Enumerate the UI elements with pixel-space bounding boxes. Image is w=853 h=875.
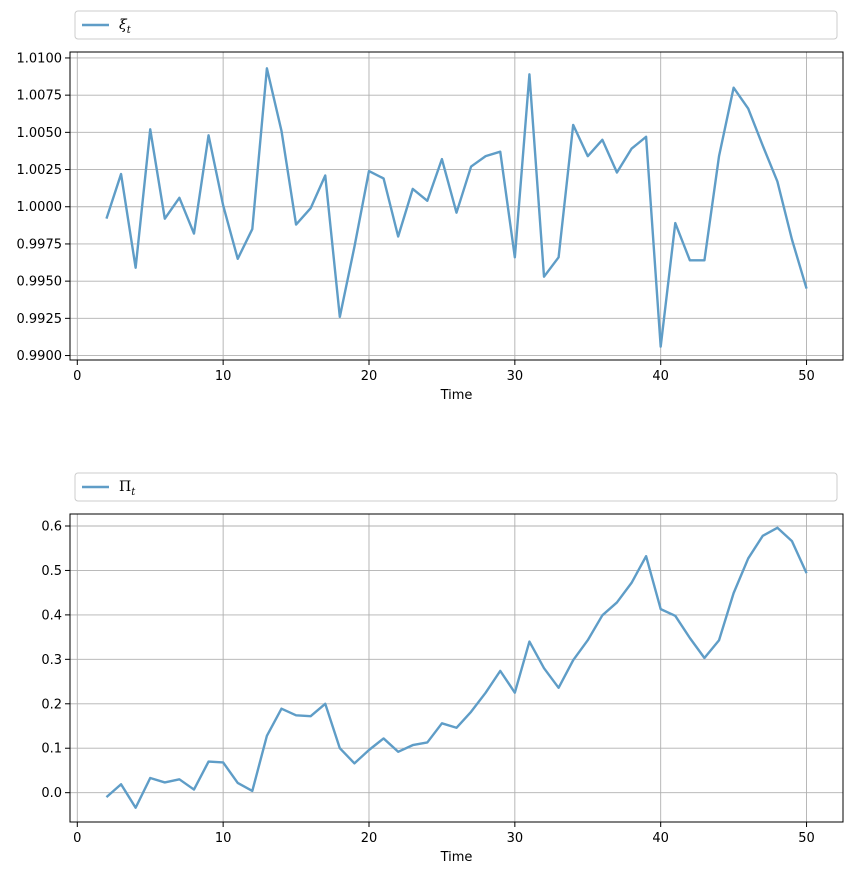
x-tick-label: 40 <box>652 369 669 384</box>
x-tick-label: 20 <box>361 369 378 384</box>
y-tick-label: 1.0050 <box>17 126 63 141</box>
y-tick-label: 1.0000 <box>17 200 63 215</box>
y-tick-label: 1.0100 <box>17 51 63 66</box>
y-tick-label: 0.9950 <box>17 275 63 290</box>
chart-panel-2: 0 10 20 30 40 50 0.0 0.1 0.2 0.3 0.4 0.5 0.6 Time Πt <box>41 472 844 865</box>
y-tick-label: 0.9900 <box>17 349 63 364</box>
y-tick-label: 0.9925 <box>17 312 63 327</box>
y-tick-label: 0.1 <box>41 742 62 757</box>
x-tick-label: 30 <box>507 831 524 846</box>
y-tick-label: 0.4 <box>41 608 62 623</box>
chart-panel-1: 0 10 20 30 40 50 0.9900 0.9925 0.9950 0.9975 1.000… <box>17 10 844 403</box>
y-tick-label: 0.2 <box>41 697 62 712</box>
legend-label: ξt <box>119 17 132 36</box>
x-tick-label: 10 <box>215 831 232 846</box>
x-tick-label: 50 <box>798 369 815 384</box>
legend-label: Πt <box>119 479 136 498</box>
x-tick-label: 0 <box>73 831 81 846</box>
x-tick-label: 20 <box>361 831 378 846</box>
legend-box <box>74 10 838 40</box>
x-tick-label: 50 <box>798 831 815 846</box>
y-tick-label: 0.0 <box>41 786 62 801</box>
plot-frame <box>69 51 844 361</box>
x-tick-label: 0 <box>73 369 81 384</box>
y-tick-label: 0.9975 <box>17 237 63 252</box>
legend-box <box>74 472 838 502</box>
legend: ξt <box>74 10 838 40</box>
y-tick-label: 0.5 <box>41 564 62 579</box>
series-line-1 <box>105 526 808 809</box>
x-tick-label: 10 <box>215 369 232 384</box>
x-axis-label: Time <box>440 388 473 403</box>
y-tick-label: 0.3 <box>41 653 62 668</box>
series-line-1 <box>105 67 808 348</box>
y-tick-label: 1.0075 <box>17 89 63 104</box>
legend: Πt <box>74 472 838 502</box>
x-axis-label: Time <box>440 850 473 865</box>
plot-frame <box>69 513 844 823</box>
x-tick-label: 30 <box>507 369 524 384</box>
y-tick-label: 0.6 <box>41 520 62 535</box>
y-tick-label: 1.0025 <box>17 163 63 178</box>
x-tick-label: 40 <box>652 831 669 846</box>
